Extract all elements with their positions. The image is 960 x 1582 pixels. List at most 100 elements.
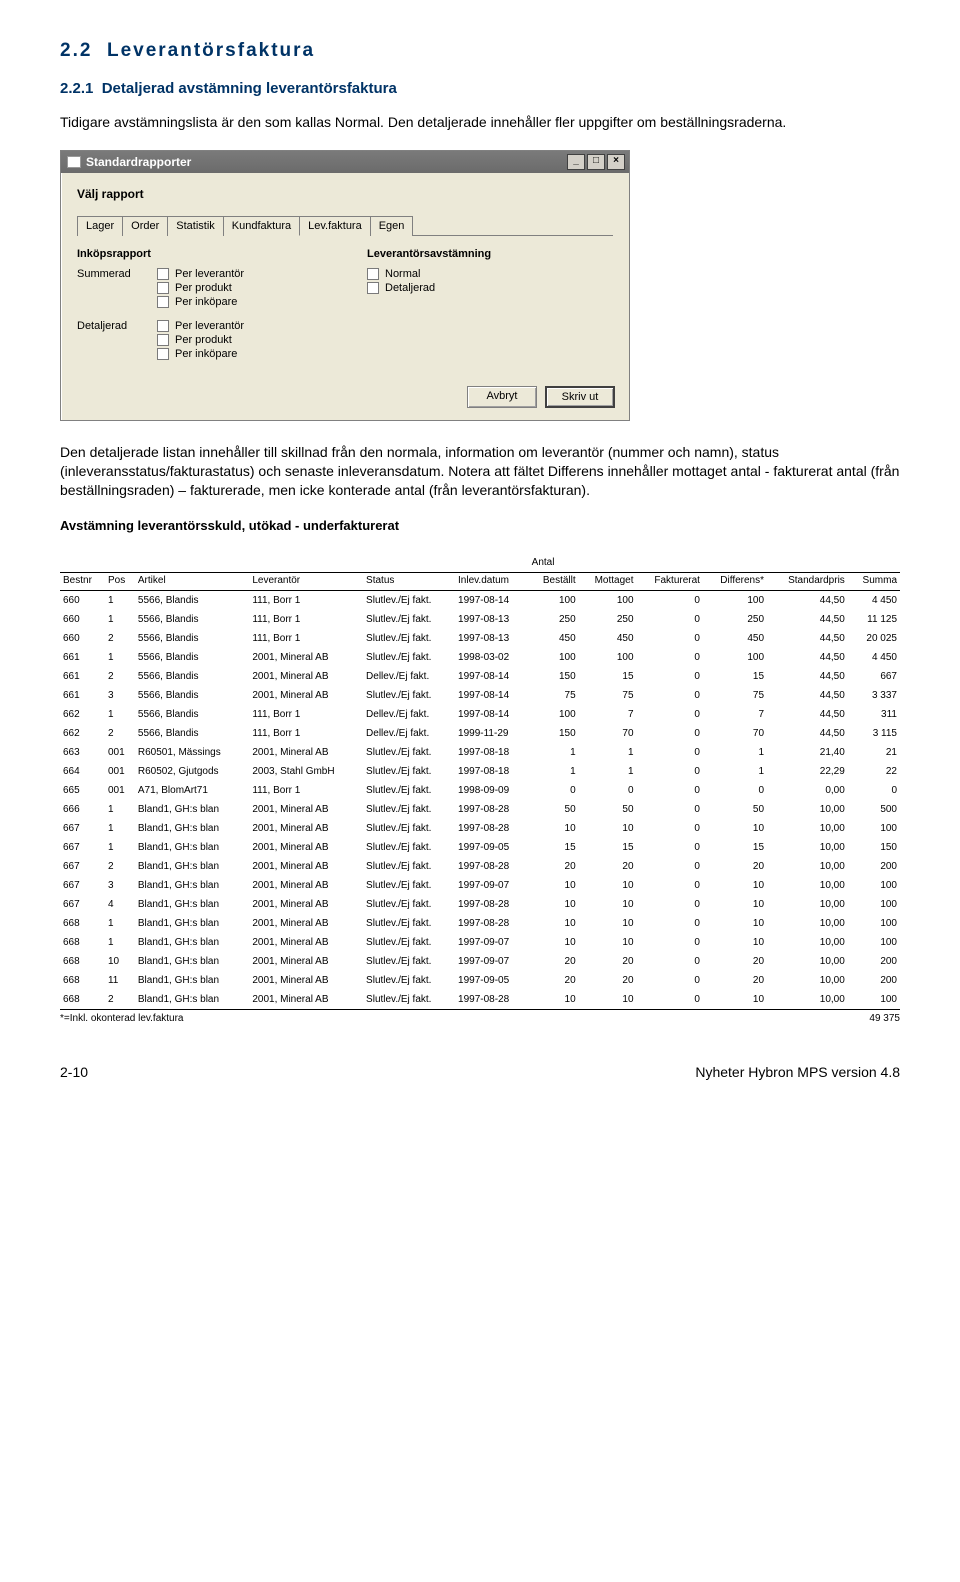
cell: 75 [529,686,579,705]
cell: Slutlev./Ej fakt. [363,610,455,629]
page-footer: 2-10 Nyheter Hybron MPS version 4.8 [60,1064,900,1080]
cell: 2003, Stahl GmbH [249,762,363,781]
dialog-heading: Välj rapport [77,187,613,201]
cell: 10,00 [767,971,848,990]
cell: 4 450 [848,648,900,667]
cell: Slutlev./Ej fakt. [363,686,455,705]
cell: 0 [637,629,703,648]
cell: 100 [848,914,900,933]
cell: 1 [579,743,637,762]
cell: 0 [637,667,703,686]
cell: 2001, Mineral AB [249,743,363,762]
tab-kundfaktura[interactable]: Kundfaktura [223,216,300,236]
print-button[interactable]: Skriv ut [545,386,615,408]
tab-order[interactable]: Order [122,216,168,236]
cell: 100 [848,990,900,1009]
cell: 50 [579,800,637,819]
tab-statistik[interactable]: Statistik [167,216,224,236]
cell: 10 [579,990,637,1009]
cell: 100 [529,590,579,610]
cell: 10 [529,876,579,895]
cell: 1 [105,800,135,819]
cell: 1997-08-14 [455,590,529,610]
cell: 0 [637,762,703,781]
cell: 5566, Blandis [135,705,249,724]
cell: 0 [637,610,703,629]
checkbox[interactable] [367,282,379,294]
cell: Bland1, GH:s blan [135,933,249,952]
cell: 10 [579,914,637,933]
col-header: Status [363,572,455,590]
cell: 20 [579,952,637,971]
cell: 111, Borr 1 [249,590,363,610]
cell: 2001, Mineral AB [249,648,363,667]
cell: 11 125 [848,610,900,629]
cell: 0 [637,971,703,990]
checkbox[interactable] [157,334,169,346]
cell: 44,50 [767,590,848,610]
footer-left: 2-10 [60,1064,88,1080]
cell: Slutlev./Ej fakt. [363,590,455,610]
cell: 10 [703,990,767,1009]
cell: 15 [579,838,637,857]
cell: 001 [105,743,135,762]
cell: 20 [579,971,637,990]
cell: 10 [529,914,579,933]
cancel-button[interactable]: Avbryt [467,386,537,408]
cell: Bland1, GH:s blan [135,800,249,819]
cell: 664 [60,762,105,781]
tab-lev-faktura[interactable]: Lev.faktura [299,216,371,236]
cell: 75 [703,686,767,705]
cell: 50 [529,800,579,819]
cell: 1997-08-28 [455,800,529,819]
tab-lager[interactable]: Lager [77,216,123,236]
tab-egen[interactable]: Egen [370,216,414,236]
checkbox[interactable] [157,268,169,280]
cell: 250 [579,610,637,629]
cell: Slutlev./Ej fakt. [363,952,455,971]
checkbox-label: Per inköpare [175,348,237,360]
cell: 0 [637,952,703,971]
cell: 2 [105,857,135,876]
checkbox[interactable] [157,348,169,360]
cell: 668 [60,933,105,952]
cell: 10 [579,895,637,914]
cell: 10 [579,876,637,895]
cell: 5566, Blandis [135,590,249,610]
checkbox-label: Detaljerad [385,282,435,294]
cell: Slutlev./Ej fakt. [363,914,455,933]
maximize-button[interactable]: □ [587,154,605,170]
cell: 5566, Blandis [135,629,249,648]
window-icon [67,156,81,168]
checkbox[interactable] [367,268,379,280]
report-table: Antal BestnrPosArtikelLeverantörStatusIn… [60,555,900,1009]
cell: 1997-08-18 [455,743,529,762]
cell: Slutlev./Ej fakt. [363,819,455,838]
cell: 0,00 [767,781,848,800]
cell: 2001, Mineral AB [249,914,363,933]
table-row: 665001A71, BlomArt71111, Borr 1Slutlev./… [60,781,900,800]
cell: 10 [105,952,135,971]
cell: 250 [703,610,767,629]
cell: 2001, Mineral AB [249,971,363,990]
cell: 667 [60,819,105,838]
section-title: Leverantörsfaktura [107,40,315,61]
checkbox[interactable] [157,282,169,294]
cell: Slutlev./Ej fakt. [363,762,455,781]
minimize-button[interactable]: _ [567,154,585,170]
cell: 100 [848,933,900,952]
report-total: 49 375 [869,1013,900,1024]
cell: 1997-09-07 [455,876,529,895]
checkbox[interactable] [157,296,169,308]
cell: Bland1, GH:s blan [135,895,249,914]
table-row: 663001R60501, Mässings2001, Mineral ABSl… [60,743,900,762]
col-header: Fakturerat [637,572,703,590]
close-button[interactable]: × [607,154,625,170]
cell: 660 [60,610,105,629]
cell: 100 [848,895,900,914]
cell: 0 [529,781,579,800]
cell: 0 [637,800,703,819]
checkbox[interactable] [157,320,169,332]
cell: 10 [703,933,767,952]
cell: 1 [105,819,135,838]
